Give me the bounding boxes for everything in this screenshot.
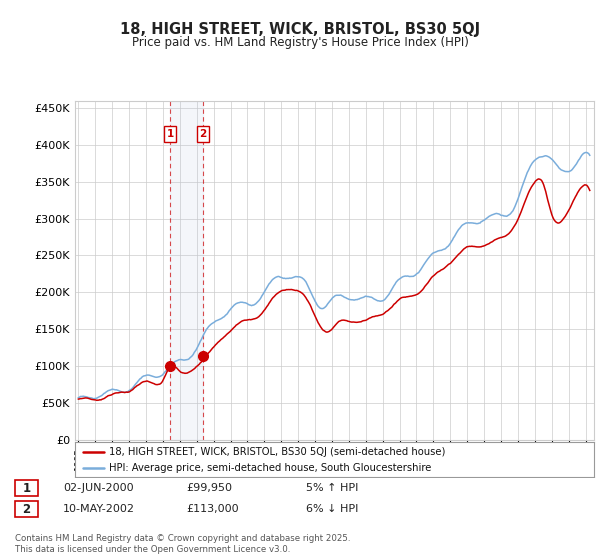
Text: 2: 2	[22, 503, 31, 516]
Text: 10-MAY-2002: 10-MAY-2002	[63, 504, 135, 514]
Text: 2: 2	[199, 129, 206, 139]
Text: 18, HIGH STREET, WICK, BRISTOL, BS30 5QJ: 18, HIGH STREET, WICK, BRISTOL, BS30 5QJ	[120, 22, 480, 38]
Text: HPI: Average price, semi-detached house, South Gloucestershire: HPI: Average price, semi-detached house,…	[109, 464, 431, 473]
Text: 1: 1	[22, 482, 31, 494]
Text: £99,950: £99,950	[186, 483, 232, 493]
Text: 1: 1	[166, 129, 173, 139]
Text: 02-JUN-2000: 02-JUN-2000	[63, 483, 134, 493]
Text: £113,000: £113,000	[186, 504, 239, 514]
Text: 5% ↑ HPI: 5% ↑ HPI	[306, 483, 358, 493]
Bar	[170, 101, 203, 440]
FancyBboxPatch shape	[15, 480, 38, 496]
FancyBboxPatch shape	[15, 501, 38, 517]
Text: 6% ↓ HPI: 6% ↓ HPI	[306, 504, 358, 514]
Text: Contains HM Land Registry data © Crown copyright and database right 2025.
This d: Contains HM Land Registry data © Crown c…	[15, 534, 350, 554]
Text: Price paid vs. HM Land Registry's House Price Index (HPI): Price paid vs. HM Land Registry's House …	[131, 36, 469, 49]
Text: 18, HIGH STREET, WICK, BRISTOL, BS30 5QJ (semi-detached house): 18, HIGH STREET, WICK, BRISTOL, BS30 5QJ…	[109, 447, 445, 457]
